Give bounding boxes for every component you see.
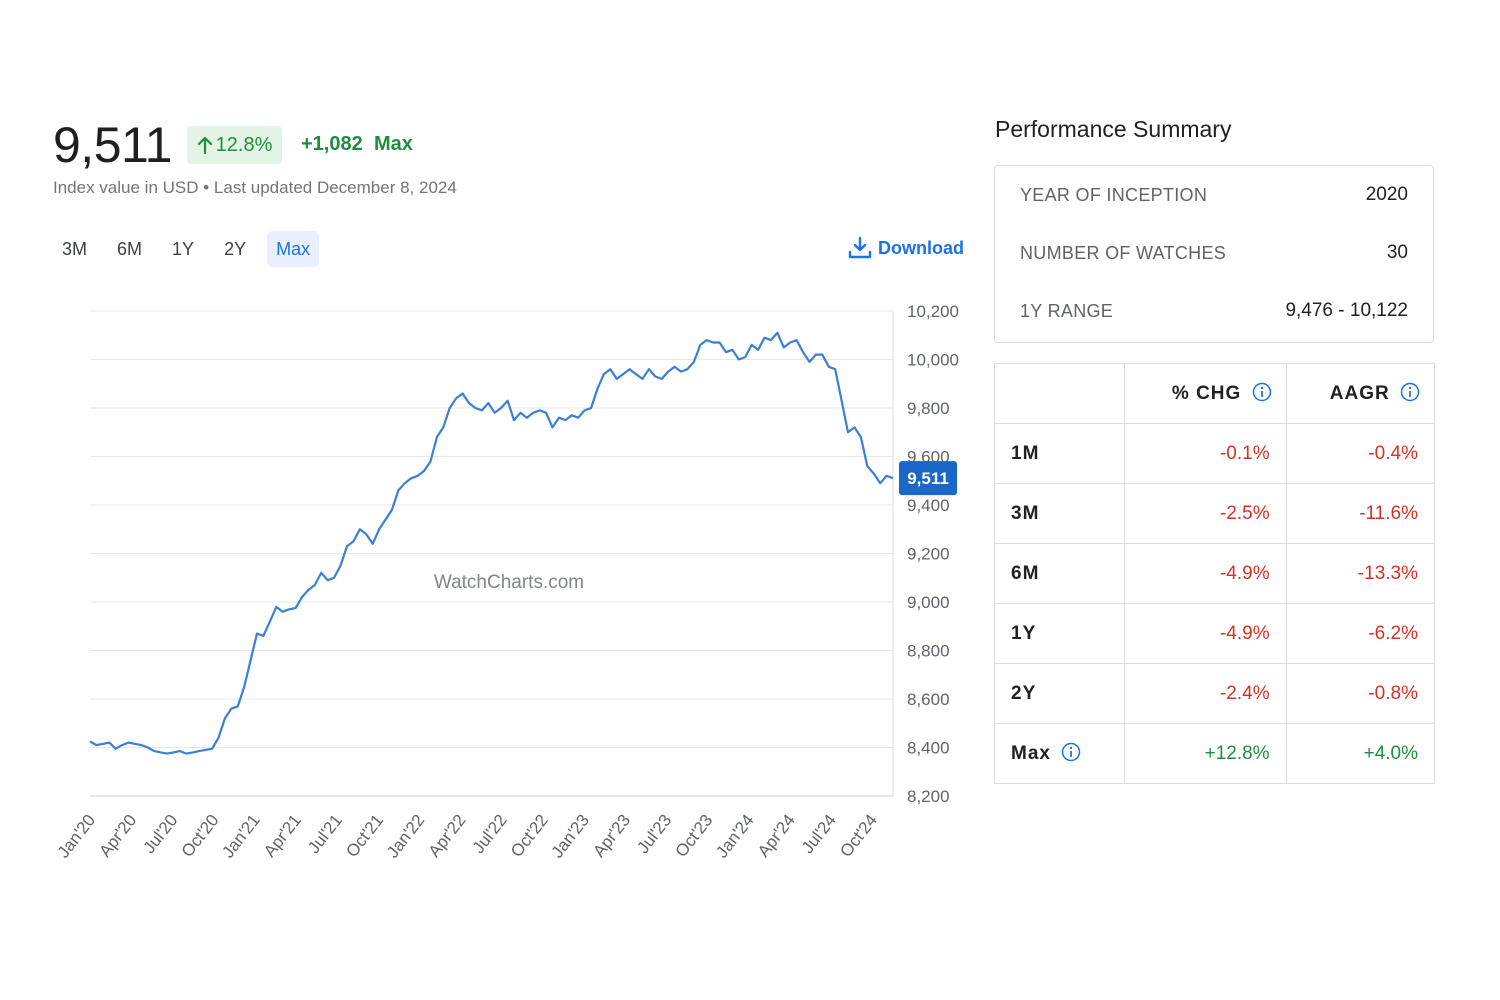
- summary-box: YEAR OF INCEPTION 2020 NUMBER OF WATCHES…: [994, 165, 1434, 343]
- x-tick-label: Jan'21: [218, 811, 263, 862]
- download-icon: [848, 236, 872, 260]
- aagr-value: -11.6%: [1286, 484, 1434, 544]
- series-line: [90, 333, 893, 754]
- period-label: 1Y: [995, 604, 1125, 664]
- table-row: 1Y -4.9% -6.2%: [995, 604, 1435, 664]
- y-tick-label: 9,200: [907, 545, 950, 564]
- pct-chg-value: -4.9%: [1125, 604, 1287, 664]
- info-icon[interactable]: [1061, 742, 1081, 762]
- y-tick-label: 8,400: [907, 739, 950, 758]
- download-label: Download: [878, 238, 964, 259]
- y-tick-label: 8,600: [907, 690, 950, 709]
- line-chart: 8,2008,4008,6008,8009,0009,2009,4009,600…: [0, 290, 980, 890]
- y-tick-label: 10,200: [907, 302, 959, 321]
- period-label-text: Max: [1011, 743, 1051, 764]
- period-label: 1M: [995, 424, 1125, 484]
- table-header-row: % CHG AAGR: [995, 364, 1435, 424]
- x-tick-label: Jul'21: [304, 811, 346, 857]
- index-value: 9,511: [53, 116, 172, 174]
- table-row: Max +12.8% +4.0%: [995, 724, 1435, 784]
- pct-chg-value: -0.1%: [1125, 424, 1287, 484]
- header-empty: [995, 364, 1125, 424]
- y-tick-label: 9,800: [907, 399, 950, 418]
- info-icon[interactable]: [1400, 382, 1420, 402]
- tab-3m[interactable]: 3M: [53, 231, 96, 267]
- aagr-value: -6.2%: [1286, 604, 1434, 664]
- index-chart-panel: 9,511 12.8% +1,082 Max Index value in US…: [0, 0, 980, 1000]
- summary-row-watches: NUMBER OF WATCHES 30: [995, 224, 1433, 282]
- arrow-up-icon: [197, 136, 213, 154]
- pct-chg-value: -2.4%: [1125, 664, 1287, 724]
- aagr-value: -13.3%: [1286, 544, 1434, 604]
- header-aagr: AAGR: [1286, 364, 1434, 424]
- change-percent: 12.8%: [216, 134, 273, 157]
- chart-watermark: WatchCharts.com: [434, 572, 584, 593]
- period-label: 3M: [995, 484, 1125, 544]
- summary-label: 1Y RANGE: [1020, 301, 1113, 322]
- change-period: Max: [374, 133, 413, 156]
- period-label: 6M: [995, 544, 1125, 604]
- x-tick-label: Jul'22: [469, 811, 511, 857]
- change-absolute: +1,082: [301, 133, 363, 156]
- summary-value: 30: [1387, 242, 1408, 264]
- summary-value: 9,476 - 10,122: [1285, 300, 1408, 322]
- pct-chg-value: +12.8%: [1125, 724, 1287, 784]
- pct-chg-value: -4.9%: [1125, 544, 1287, 604]
- x-tick-label: Oct'22: [507, 811, 552, 861]
- tab-1y[interactable]: 1Y: [163, 231, 203, 267]
- performance-table: % CHG AAGR 1M -0.1% -0.4% 3M -2.5% -11.6…: [994, 363, 1435, 784]
- y-tick-label: 10,000: [907, 351, 959, 370]
- period-label: 2Y: [995, 664, 1125, 724]
- x-tick-label: Oct'24: [836, 811, 881, 861]
- table-row: 1M -0.1% -0.4%: [995, 424, 1435, 484]
- x-tick-label: Jan'22: [383, 811, 428, 862]
- x-tick-label: Oct'20: [178, 811, 223, 861]
- index-subtitle: Index value in USD • Last updated Decemb…: [53, 178, 457, 198]
- table-row: 6M -4.9% -13.3%: [995, 544, 1435, 604]
- x-tick-label: Apr'23: [589, 811, 634, 861]
- period-label: Max: [995, 724, 1125, 784]
- last-value-label: 9,511: [907, 469, 949, 488]
- performance-summary-title: Performance Summary: [995, 116, 1231, 143]
- x-tick-label: Jan'20: [54, 811, 99, 862]
- summary-label: NUMBER OF WATCHES: [1020, 243, 1226, 264]
- summary-label: YEAR OF INCEPTION: [1020, 185, 1207, 206]
- download-button[interactable]: Download: [848, 236, 964, 260]
- aagr-value: -0.4%: [1286, 424, 1434, 484]
- x-tick-label: Jul'24: [798, 811, 840, 857]
- range-tabs: 3M 6M 1Y 2Y Max: [53, 231, 331, 267]
- x-tick-label: Apr'21: [260, 811, 305, 861]
- table-row: 2Y -2.4% -0.8%: [995, 664, 1435, 724]
- summary-row-inception: YEAR OF INCEPTION 2020: [995, 166, 1433, 224]
- y-tick-label: 9,400: [907, 496, 950, 515]
- pct-chg-value: -2.5%: [1125, 484, 1287, 544]
- x-tick-label: Jan'23: [548, 811, 593, 862]
- aagr-value: -0.8%: [1286, 664, 1434, 724]
- x-tick-label: Apr'20: [95, 811, 140, 861]
- x-tick-label: Jul'20: [139, 811, 181, 857]
- x-tick-label: Apr'22: [425, 811, 470, 861]
- header-pct-chg: % CHG: [1125, 364, 1287, 424]
- x-tick-label: Oct'23: [672, 811, 717, 861]
- x-tick-label: Apr'24: [754, 811, 799, 861]
- y-tick-label: 9,000: [907, 593, 950, 612]
- x-tick-label: Jul'23: [633, 811, 675, 857]
- y-tick-label: 8,800: [907, 642, 950, 661]
- tab-max[interactable]: Max: [267, 231, 319, 267]
- tab-2y[interactable]: 2Y: [215, 231, 255, 267]
- tab-6m[interactable]: 6M: [108, 231, 151, 267]
- x-tick-label: Oct'21: [342, 811, 387, 861]
- table-row: 3M -2.5% -11.6%: [995, 484, 1435, 544]
- summary-value: 2020: [1366, 184, 1408, 206]
- info-icon[interactable]: [1252, 382, 1272, 402]
- header-aagr-label: AAGR: [1330, 383, 1390, 404]
- aagr-value: +4.0%: [1286, 724, 1434, 784]
- x-tick-label: Jan'24: [712, 811, 757, 862]
- change-percent-badge: 12.8%: [187, 126, 282, 164]
- last-value-marker: 9,511: [899, 461, 957, 495]
- header-pct-chg-label: % CHG: [1172, 383, 1241, 404]
- summary-row-1y-range: 1Y RANGE 9,476 - 10,122: [995, 282, 1433, 340]
- y-tick-label: 8,200: [907, 787, 950, 806]
